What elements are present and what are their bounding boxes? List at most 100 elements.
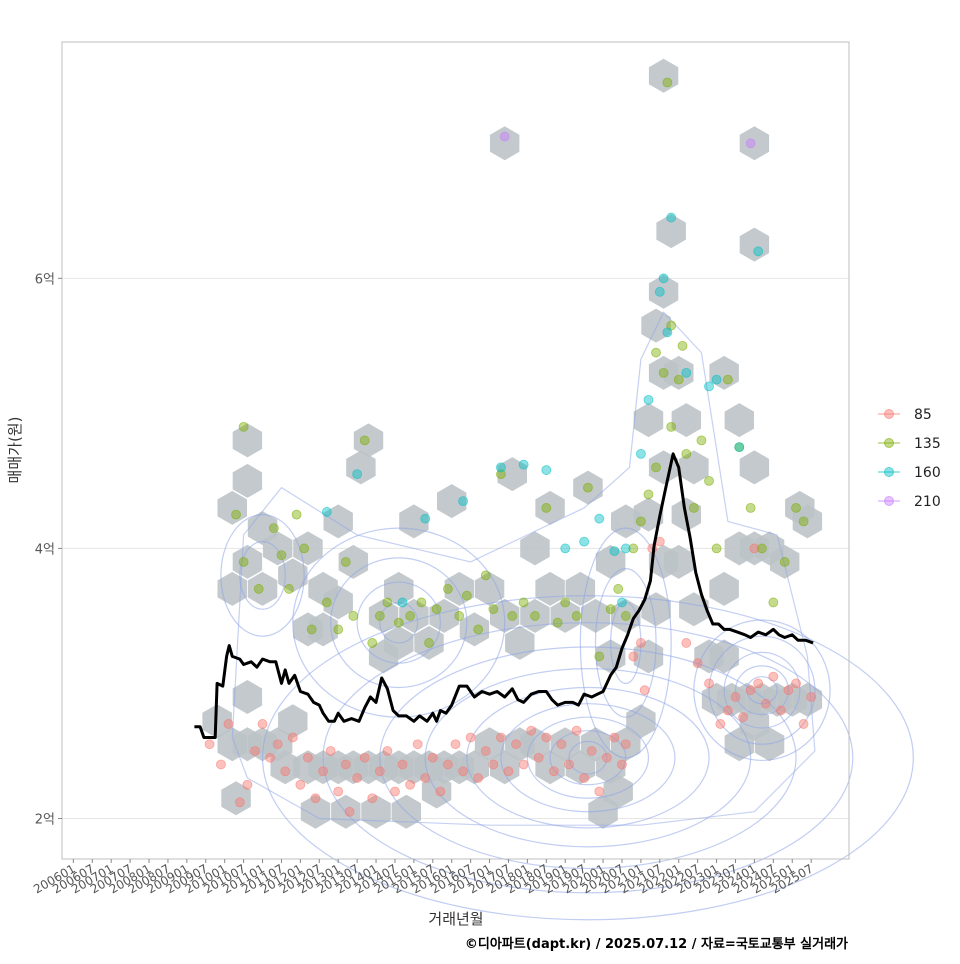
scatter-point-85 [359, 752, 370, 763]
scatter-point-160 [734, 442, 745, 453]
scatter-point-135 [348, 611, 359, 621]
density-contour [579, 527, 672, 759]
hexbin-cell [633, 403, 664, 438]
density-contour [594, 568, 657, 718]
hexbin-cell [770, 544, 800, 579]
scatter-point-135 [480, 570, 491, 581]
scatter-point-85 [333, 786, 344, 797]
hexbin-cell [724, 403, 754, 438]
hexbin-cell [709, 355, 739, 390]
hexbin-cell [353, 423, 384, 458]
density-contour [734, 665, 790, 716]
scatter-point-135 [461, 590, 472, 601]
scatter-point-135 [473, 624, 484, 635]
hexbin-cell [739, 450, 770, 485]
scatter-point-85 [204, 739, 215, 750]
hexbin-cell [232, 680, 263, 714]
scatter-point-135 [405, 611, 415, 621]
scatter-point-135 [291, 509, 302, 520]
hexbin-cell [262, 531, 293, 566]
scatter-point-135 [306, 624, 317, 635]
density-contour [322, 622, 854, 894]
hexbin-cell [573, 470, 603, 505]
scatter-point-160 [397, 597, 408, 608]
scatter-point-135 [496, 469, 506, 480]
scatter-point-85 [390, 786, 400, 797]
scatter-point-135 [541, 502, 552, 513]
scatter-point-160 [609, 546, 620, 557]
scatter-point-135 [416, 597, 427, 608]
legend-label: 85 [914, 407, 932, 423]
scatter-point-85 [318, 766, 328, 777]
scatter-point-135 [374, 611, 385, 621]
scatter-point-160 [643, 394, 654, 405]
scatter-point-135 [673, 374, 684, 385]
hexbin-cell [490, 750, 520, 785]
scatter-point-85 [257, 719, 268, 729]
scatter-point-135 [507, 611, 518, 621]
scatter-point-160 [704, 381, 714, 392]
hexbin-cell [414, 625, 444, 660]
scatter-point-85 [692, 658, 703, 669]
scatter-point-135 [393, 617, 404, 628]
scatter-point-85 [503, 766, 514, 777]
scatter-point-85 [496, 732, 506, 743]
hexbin-cell [550, 598, 580, 633]
scatter-point-85 [798, 719, 809, 729]
scatter-point-85 [753, 678, 764, 689]
scatter-point-85 [280, 766, 291, 777]
hexbin-cell [384, 571, 414, 606]
legend-key-point [884, 438, 894, 448]
scatter-point-160 [666, 212, 677, 223]
hexbin-cell [490, 126, 520, 161]
scatter-point-135 [628, 543, 639, 554]
scatter-point-135 [745, 502, 756, 513]
legend-key-point [884, 409, 894, 419]
hexbin-cell [270, 750, 300, 785]
density-contour [723, 651, 801, 729]
scatter-point-160 [654, 286, 665, 297]
scatter-point-85 [352, 773, 363, 783]
density-contour [356, 581, 441, 664]
scatter-point-135 [340, 557, 351, 567]
density-contour-layer [220, 311, 914, 921]
density-contour [746, 676, 778, 705]
scatter-point-85 [242, 779, 253, 790]
density-contour [379, 601, 419, 644]
scatter-point-85 [511, 739, 521, 750]
scatter-point-135 [454, 611, 465, 621]
density-contour [693, 619, 831, 762]
hexbin-cell [217, 490, 247, 525]
scatter-point-135 [431, 604, 442, 615]
scatter-point-85 [579, 773, 590, 783]
scatter-point-135 [658, 367, 669, 378]
hexbin-cell [671, 403, 701, 438]
hexbin-cell [656, 214, 686, 249]
scatter-point-160 [458, 496, 468, 507]
plot-panel-border [61, 41, 850, 860]
scatter-point-160 [420, 513, 431, 524]
hexbin-cell [679, 450, 709, 485]
y-tick-label: 6억 [35, 272, 55, 287]
scatter-point-85 [745, 685, 756, 696]
density-contour [379, 646, 797, 870]
scatter-point-85 [265, 752, 276, 763]
scatter-point-85 [681, 638, 692, 648]
scatter-point-85 [533, 752, 544, 763]
scatter-point-135 [696, 435, 707, 446]
hexbin-cell [278, 704, 308, 739]
scatter-point-135 [276, 550, 287, 561]
scatter-point-160 [662, 327, 673, 338]
scatter-point-160 [352, 469, 363, 480]
scatter-point-85 [571, 725, 582, 736]
hexbin-cell [429, 598, 459, 633]
scatter-point-85 [526, 725, 537, 736]
scatter-point-85 [344, 806, 355, 817]
density-contour [568, 740, 608, 775]
scatter-point-85 [723, 705, 733, 716]
scatter-point-160 [617, 597, 627, 608]
hexbin-cell [535, 490, 565, 525]
scatter-point-85 [250, 746, 260, 756]
hexbin-cell [437, 484, 467, 519]
scatter-point-135 [443, 584, 453, 594]
